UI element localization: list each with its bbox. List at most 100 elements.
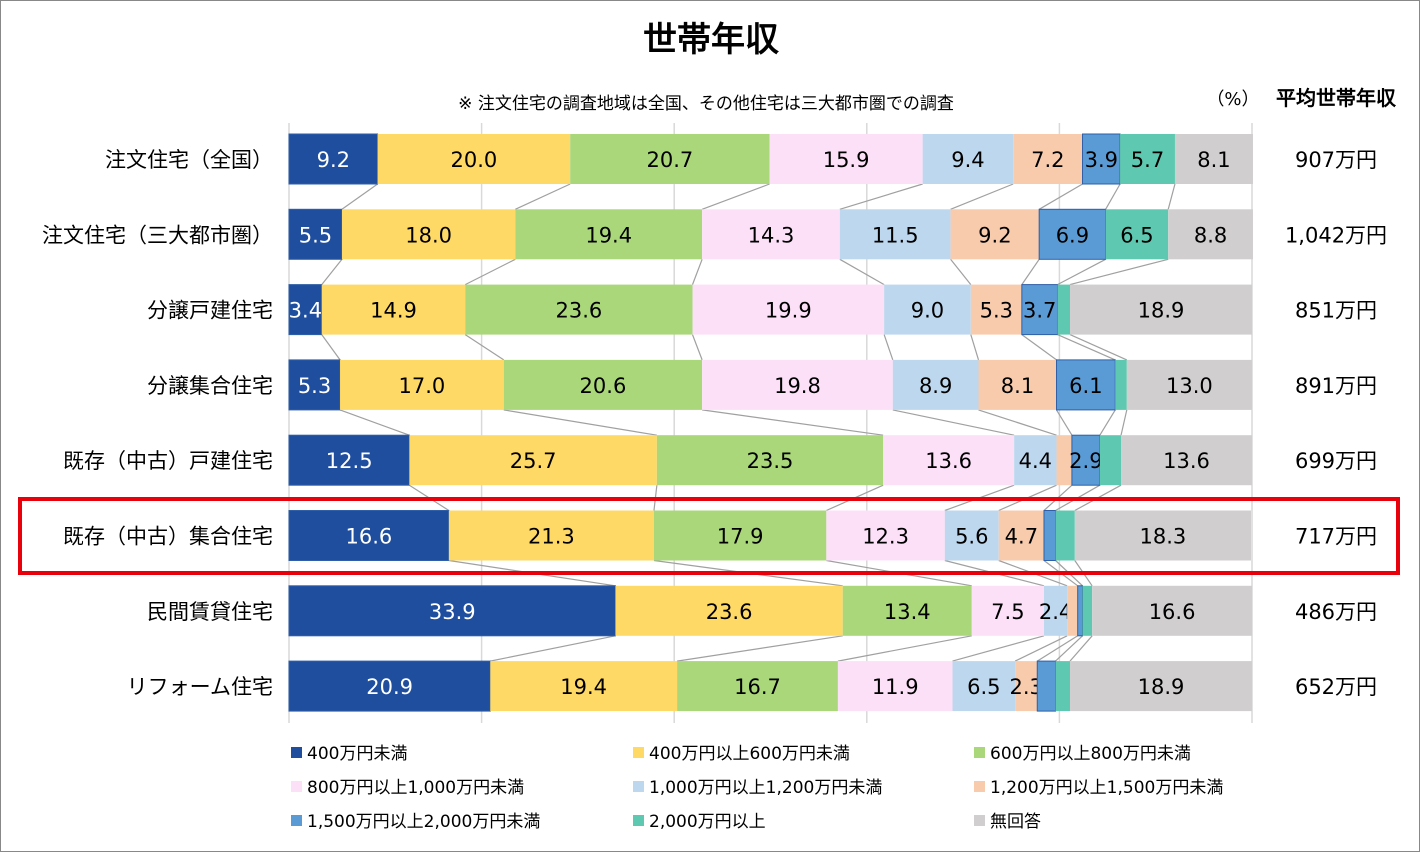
data-label: 3.7 [1023, 299, 1056, 323]
bar-segment [1055, 510, 1075, 561]
data-label: 12.3 [862, 525, 909, 549]
data-label: 6.5 [967, 675, 1000, 699]
average-income-value: 486万円 [1295, 600, 1377, 624]
series-connector-line [839, 258, 885, 286]
legend-label: 600万円以上800万円未満 [990, 744, 1191, 764]
series-connector-line [490, 635, 616, 662]
bar-segment [998, 510, 1044, 561]
series-connector-line [952, 635, 1045, 662]
average-income-value: 652万円 [1295, 675, 1377, 699]
data-label: 19.9 [765, 299, 812, 323]
series-connector-line [1036, 635, 1079, 662]
bar-segment [288, 133, 379, 185]
data-label: 9.2 [978, 223, 1011, 247]
data-label: 23.6 [555, 299, 602, 323]
data-label: 16.6 [346, 525, 393, 549]
bar-segment [839, 209, 951, 260]
highlight-box [18, 497, 1400, 575]
average-income-value: 699万円 [1295, 449, 1377, 473]
series-connector-line [339, 409, 410, 436]
data-label: 7.2 [1031, 148, 1064, 172]
legend-swatch [291, 747, 302, 758]
data-label: 5.3 [980, 299, 1013, 323]
bar-segment [288, 434, 410, 486]
bar-segment [1036, 660, 1057, 712]
data-label: 11.5 [872, 223, 919, 247]
series-connector-line [950, 258, 972, 285]
data-label: 5.3 [298, 374, 331, 398]
data-label: 3.9 [1085, 148, 1118, 172]
bar-segment [503, 359, 703, 410]
data-label: 4.4 [1019, 449, 1052, 473]
legend-label: 無回答 [990, 812, 1041, 832]
data-label: 13.0 [1166, 374, 1213, 398]
bar-segment [1043, 510, 1057, 561]
bar-segment [1105, 209, 1169, 260]
series-connector-line [1021, 334, 1057, 361]
bar-segment [1057, 284, 1070, 335]
bar-segment [653, 510, 827, 561]
bar-segment [1099, 435, 1122, 486]
data-label: 8.8 [1194, 223, 1227, 247]
bar-segment [922, 134, 1014, 184]
data-label: 4.7 [1005, 525, 1038, 549]
category-label: 民間賃貸住宅 [147, 600, 273, 624]
series-connector-line [464, 258, 516, 286]
data-label: 7.5 [991, 600, 1024, 624]
series-connector-line [1069, 258, 1169, 286]
bar-segment [465, 284, 693, 335]
bar-segment [1120, 134, 1175, 184]
legend-swatch [633, 781, 644, 792]
series-connector-line [464, 334, 505, 361]
data-label: 8.9 [919, 374, 952, 398]
series-connector-line [701, 183, 770, 210]
category-label: 既存（中古）集合住宅 [63, 525, 273, 549]
bar-segment [952, 661, 1016, 712]
data-label: 5.5 [299, 223, 332, 247]
category-label: 分譲集合住宅 [147, 374, 273, 398]
data-label: 13.6 [1163, 449, 1210, 473]
average-income-value: 717万円 [1295, 525, 1377, 549]
bar-segment [1126, 359, 1252, 410]
legend-label: 1,500万円以上2,000万円未満 [307, 812, 540, 832]
series-connector-line [1057, 258, 1106, 286]
bar-segment [1082, 133, 1121, 185]
series-connector-line [1055, 635, 1083, 662]
data-label: 8.1 [1001, 374, 1034, 398]
series-connector-line [691, 334, 703, 361]
series-connector-line [515, 183, 571, 210]
data-label: 3.4 [289, 299, 322, 323]
average-income-value: 851万円 [1295, 299, 1377, 323]
data-label: 20.0 [451, 148, 498, 172]
legend-swatch [633, 815, 644, 826]
bar-segment [1013, 134, 1083, 184]
series-connector-line [1099, 409, 1116, 436]
average-income-value: 891万円 [1295, 374, 1377, 398]
data-label: 5.7 [1131, 148, 1164, 172]
bar-segment [515, 209, 703, 260]
bar-segment [1077, 585, 1084, 637]
series-connector-line [978, 409, 1057, 436]
bar-segment [288, 284, 323, 336]
bar-segment [340, 359, 504, 410]
data-label: 9.2 [317, 148, 350, 172]
data-label: 19.4 [560, 675, 607, 699]
bar-segment [1015, 661, 1038, 712]
data-label: 13.6 [925, 449, 972, 473]
data-label: 5.6 [955, 525, 988, 549]
series-connector-line [1021, 258, 1040, 285]
category-label: 注文住宅（全国） [105, 148, 273, 172]
bar-segment [1043, 585, 1068, 636]
bar-segment [1021, 284, 1058, 336]
category-label: 注文住宅（三大都市圏） [42, 223, 273, 247]
series-connector-line [1057, 334, 1116, 361]
series-connector-line [839, 183, 923, 210]
bar-segment [970, 284, 1022, 335]
data-label: 18.3 [1140, 525, 1187, 549]
legend-swatch [974, 815, 985, 826]
series-connector-line [321, 258, 343, 285]
bar-segment [1092, 585, 1252, 636]
chart-note: ※ 注文住宅の調査地域は全国、その他住宅は三大都市圏での調査 [458, 94, 954, 114]
